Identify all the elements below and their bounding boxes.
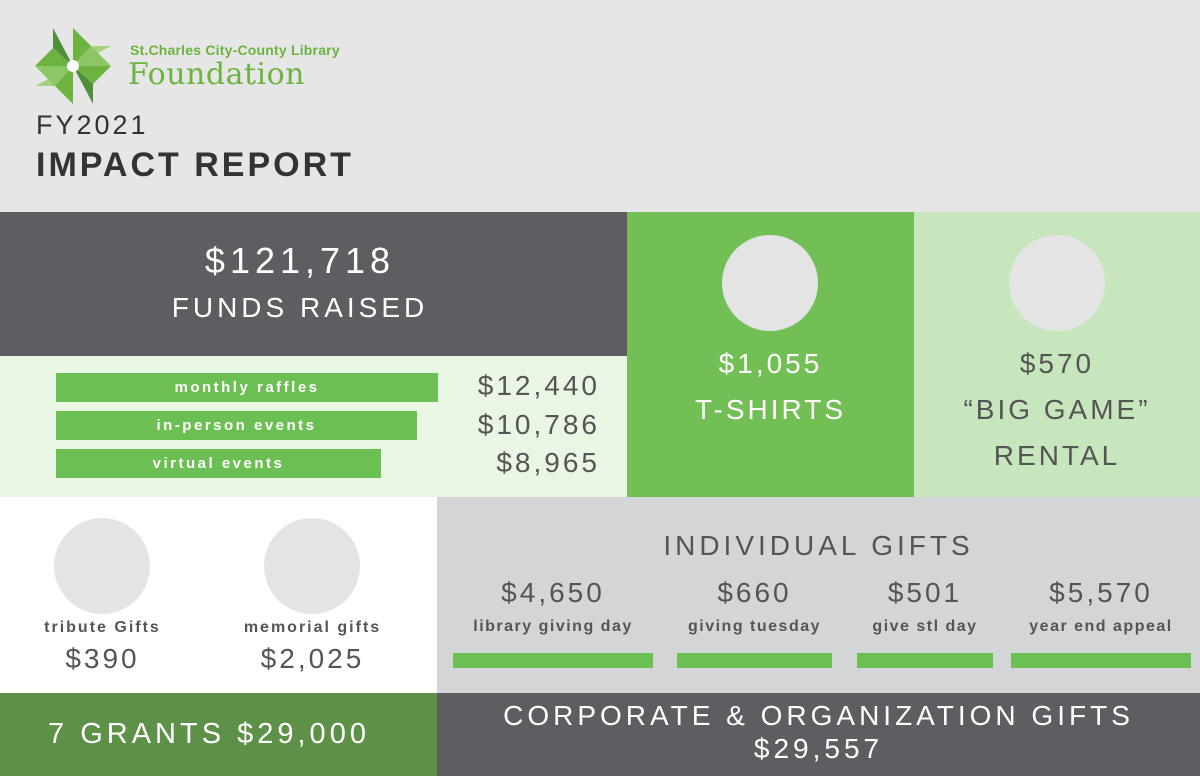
- rental-label-line2: RENTAL: [993, 440, 1121, 471]
- library-giving-day-amount: $4,650: [501, 577, 605, 608]
- in-person-events-amount: $10,786: [477, 409, 600, 440]
- corporate-title: CORPORATE & ORGANIZATION GIFTS: [503, 700, 1134, 731]
- giving-tuesday-bar: [677, 653, 832, 668]
- library-giving-day-label: library giving day: [473, 618, 633, 635]
- tribute-label: tribute Gifts: [44, 619, 161, 636]
- grants-panel: [0, 693, 437, 776]
- monthly-raffles-amount: $12,440: [477, 370, 600, 401]
- virtual-events-amount: $8,965: [496, 447, 600, 478]
- library-giving-day-bar: [453, 653, 653, 668]
- give-stl-day-bar: [857, 653, 993, 668]
- rental-image-placeholder: [1009, 235, 1105, 331]
- corporate-amount: $29,557: [753, 733, 884, 764]
- giving-tuesday-amount: $660: [717, 577, 792, 608]
- tshirt-image-placeholder: [722, 235, 818, 331]
- monthly-raffles-bar: monthly raffles: [56, 373, 438, 402]
- logo-title: Foundation: [128, 57, 306, 92]
- grants-text: 7 GRANTS $29,000: [48, 718, 370, 750]
- fiscal-year: FY2021: [36, 110, 149, 140]
- star-flower-logo-icon: [35, 28, 111, 104]
- funds-raised-amount: $121,718: [204, 240, 396, 281]
- tribute-amount: $390: [65, 643, 140, 674]
- memorial-image-placeholder: [264, 518, 360, 614]
- funds-raised-panel: [0, 212, 627, 356]
- funds-raised-label: FUNDS RAISED: [171, 292, 429, 323]
- report-title: IMPACT REPORT: [36, 146, 354, 184]
- giving-tuesday-label: giving tuesday: [687, 618, 822, 635]
- logo-subtitle: St.Charles City-County Library: [130, 42, 340, 58]
- year-end-appeal-label: year end appeal: [1029, 618, 1173, 635]
- give-stl-day-label: give stl day: [872, 618, 978, 635]
- rental-amount: $570: [1019, 348, 1095, 379]
- tshirts-label: T-SHIRTS: [694, 394, 847, 425]
- tribute-image-placeholder: [54, 518, 150, 614]
- header: [0, 0, 1200, 212]
- tshirts-amount: $1,055: [718, 348, 823, 379]
- year-end-appeal-bar: [1011, 653, 1191, 668]
- corporate-panel: [437, 693, 1200, 776]
- in-person-events-bar: in-person events: [56, 411, 417, 440]
- give-stl-day-amount: $501: [887, 577, 963, 608]
- year-end-appeal-amount: $5,570: [1049, 577, 1153, 608]
- individual-gifts-title: INDIVIDUAL GIFTS: [663, 530, 974, 561]
- memorial-amount: $2,025: [260, 643, 365, 674]
- virtual-events-bar: virtual events: [56, 449, 381, 478]
- memorial-label: memorial gifts: [243, 619, 382, 636]
- rental-label-line1: “BIG GAME”: [963, 394, 1151, 425]
